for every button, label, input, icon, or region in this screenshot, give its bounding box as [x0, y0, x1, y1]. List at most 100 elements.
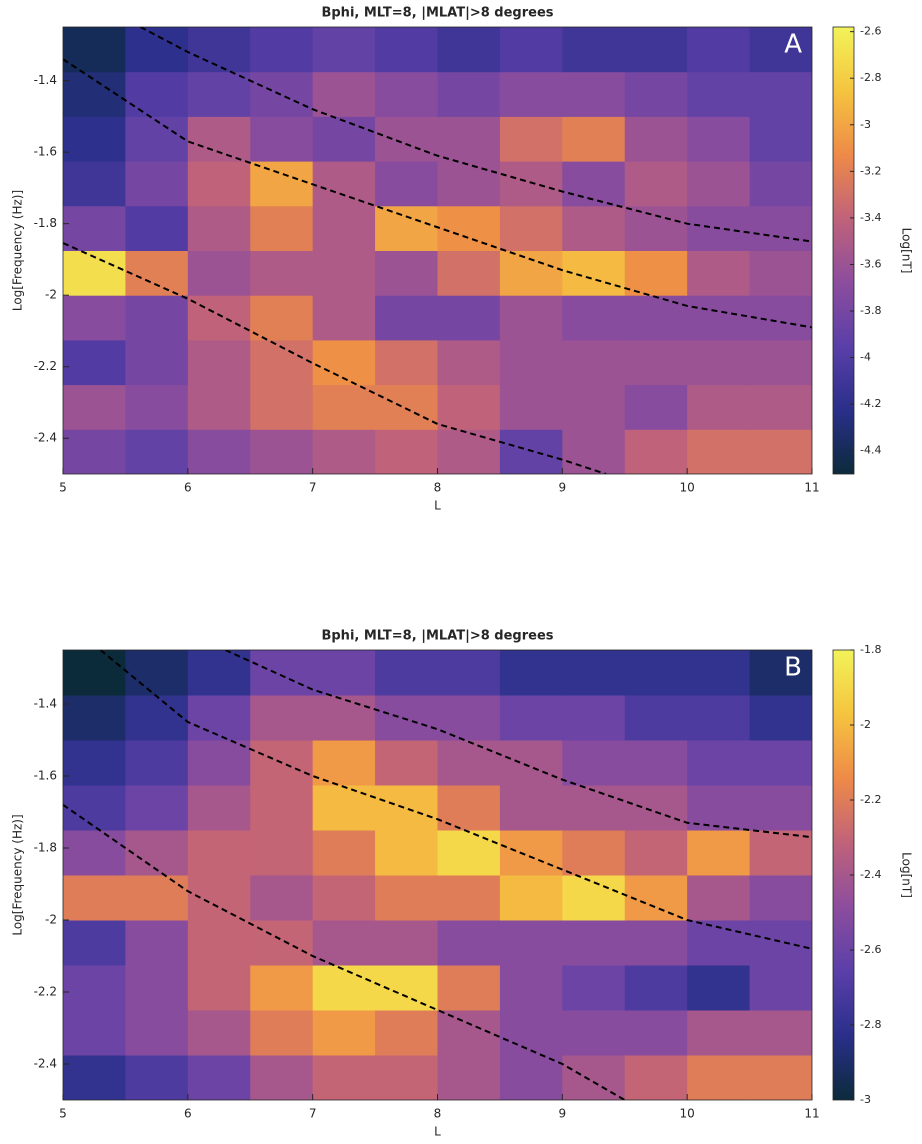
heatmap-cell [499, 384, 563, 430]
heatmap-cell [624, 205, 688, 251]
heatmap-cell [499, 71, 563, 117]
heatmap-cell [562, 830, 626, 876]
heatmap-cell [375, 830, 438, 876]
heatmap-cell [312, 920, 376, 966]
heatmap-cell [312, 161, 376, 207]
heatmap-cell [312, 429, 376, 474]
heatmap-cell [187, 920, 251, 966]
heatmap-cell [624, 650, 688, 696]
heatmap-cell [125, 71, 189, 117]
dashed-curve [224, 650, 812, 839]
heatmap-cell [624, 1055, 688, 1100]
heatmap-cell [562, 650, 626, 696]
heatmap-cell [250, 830, 314, 876]
heatmap-cell [437, 161, 501, 207]
heatmap-cell [687, 429, 751, 474]
colorbar-tick-label: -2.4 [860, 868, 881, 881]
colorbar [832, 26, 855, 475]
heatmap-cell [63, 740, 126, 786]
heatmap-cell [250, 205, 314, 251]
heatmap-cell [499, 250, 563, 296]
y-axis-label: Log[Frequency (Hz)] [11, 814, 25, 935]
heatmap-cell [624, 71, 688, 117]
heatmap-cell [562, 27, 626, 73]
heatmap-cell [312, 785, 376, 831]
heatmap-cell [437, 384, 501, 430]
heatmap-cell [562, 1055, 626, 1100]
heatmap-cell [499, 27, 563, 73]
heatmap-cell [250, 875, 314, 921]
heatmap-cell [312, 71, 376, 117]
heatmap-cell [687, 1010, 751, 1056]
heatmap-cell [749, 116, 812, 162]
heatmap-cell [624, 695, 688, 741]
heatmap-cell [687, 785, 751, 831]
heatmap-cell [250, 920, 314, 966]
heatmap-cell [125, 830, 189, 876]
heatmap-cell [63, 205, 126, 251]
heatmap-cell [624, 384, 688, 430]
heatmap-cell [125, 205, 189, 251]
heatmap-cell [250, 295, 314, 341]
heatmap-cell [749, 695, 812, 741]
heatmap-cell [63, 875, 126, 921]
heatmap-cell [687, 250, 751, 296]
y-tick-label: -2.2 [34, 985, 57, 999]
heatmap-cell [437, 250, 501, 296]
heatmap-cell [312, 250, 376, 296]
y-tick-label: -2 [45, 288, 57, 302]
y-tick-label: -2.4 [34, 431, 57, 445]
heatmap-cell [63, 339, 126, 386]
heatmap-cell [250, 1055, 314, 1100]
heatmap-cell [375, 740, 438, 786]
heatmap-cell [187, 205, 251, 251]
heatmap-cell [562, 1010, 626, 1056]
heatmap-cell [499, 429, 563, 474]
x-tick-label: 11 [804, 481, 819, 495]
heatmap-cell [687, 830, 751, 876]
y-tick-label: -1.8 [34, 841, 57, 855]
heatmap-cell [687, 116, 751, 162]
heatmap-cell [375, 429, 438, 474]
heatmap-cell [437, 920, 501, 966]
heatmap-cell [125, 250, 189, 296]
heatmap-cell [624, 920, 688, 966]
heatmap-cell [749, 1055, 812, 1100]
heatmap-cell [250, 429, 314, 474]
heatmap-cell [687, 27, 751, 73]
heatmap-cell [125, 965, 189, 1011]
heatmap-cell [437, 830, 501, 876]
x-tick-label: 10 [680, 1107, 695, 1121]
heatmap-cell [312, 384, 376, 430]
colorbar-tick-label: -1.8 [860, 643, 881, 656]
heatmap-cell [63, 161, 126, 207]
colorbar-tick-label: -3.6 [860, 257, 881, 270]
heatmap-cell [250, 650, 314, 696]
heatmap-cell [250, 250, 314, 296]
dashed-curve [99, 650, 812, 950]
heatmap-cell [187, 27, 251, 73]
colorbar-tick-label: -2 [860, 718, 871, 731]
heatmap-cell [312, 650, 376, 696]
heatmap-cell [125, 1055, 189, 1100]
heatmap-cell [437, 650, 501, 696]
colorbar-tick-label: -3.4 [860, 211, 881, 224]
heatmap-cell [125, 650, 189, 696]
heatmap-cell [687, 875, 751, 921]
heatmap-cell [687, 650, 751, 696]
heatmap-cell [187, 71, 251, 117]
heatmap-cell [250, 965, 314, 1011]
heatmap-cell [624, 339, 688, 386]
heatmap-cell [125, 920, 189, 966]
x-axis-label: L [434, 1125, 441, 1139]
heatmap-cell [749, 740, 812, 786]
heatmap-cell [63, 27, 126, 73]
heatmap-cell [125, 116, 189, 162]
heatmap-cell [63, 116, 126, 162]
heatmap-cell [499, 339, 563, 386]
heatmap-cell [562, 205, 626, 251]
x-tick-label: 5 [59, 1107, 67, 1121]
heatmap-cell [624, 785, 688, 831]
heatmap-cell [562, 339, 626, 386]
x-tick-label: 7 [309, 481, 317, 495]
